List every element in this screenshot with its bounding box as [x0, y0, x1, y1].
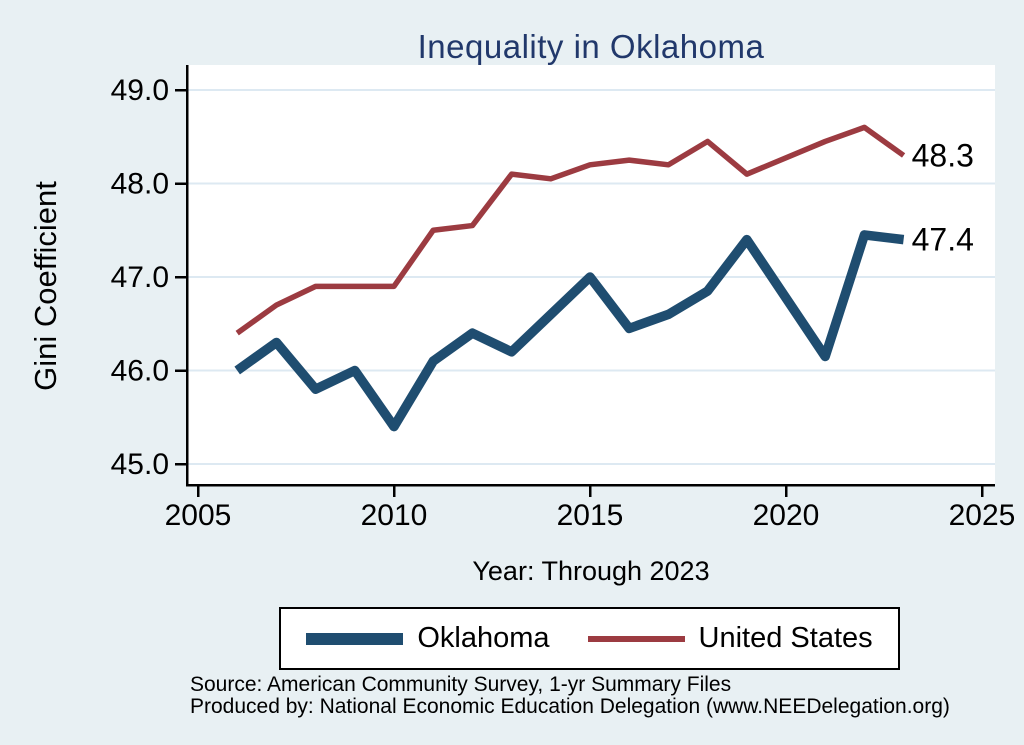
legend: Oklahoma United States — [279, 607, 900, 670]
y-tick-label: 47.0 — [111, 261, 169, 294]
legend-item-united-states: United States — [587, 622, 873, 654]
series-end-label-oklahoma: 47.4 — [912, 222, 974, 258]
legend-label-oklahoma: Oklahoma — [417, 622, 550, 654]
series-end-label-united-states: 48.3 — [912, 137, 974, 173]
oklahoma-line-swatch-icon — [306, 632, 404, 645]
plot-area: 45.0 46.0 47.0 48.0 49.0 2005 2010 2015 2020 2025… — [111, 65, 1016, 532]
legend-label-united-states: United States — [698, 622, 873, 654]
x-tick-label: 2025 — [949, 499, 1016, 532]
y-tick-label: 48.0 — [111, 168, 169, 201]
x-tick-label: 2020 — [753, 499, 820, 532]
footnote-produced-by: Produced by: National Economic Education… — [190, 695, 950, 718]
series-line-oklahoma — [234, 230, 905, 432]
footnote-source: Source: American Community Survey, 1-yr … — [190, 673, 732, 696]
x-tick-label: 2015 — [557, 499, 624, 532]
y-tick-label: 49.0 — [111, 74, 169, 107]
footnotes: Source: American Community Survey, 1-yr … — [190, 674, 950, 718]
x-axis-title: Year: Through 2023 — [472, 556, 710, 586]
y-tick-label: 46.0 — [111, 355, 169, 388]
y-tick-label: 45.0 — [111, 448, 169, 481]
series-line-united-states — [235, 124, 906, 336]
chart-title: Inequality in Oklahoma — [417, 28, 765, 65]
legend-item-oklahoma: Oklahoma — [306, 622, 550, 654]
x-tick-label: 2005 — [165, 499, 232, 532]
united-states-line-swatch-icon — [587, 635, 685, 642]
x-tick-label: 2010 — [361, 499, 428, 532]
